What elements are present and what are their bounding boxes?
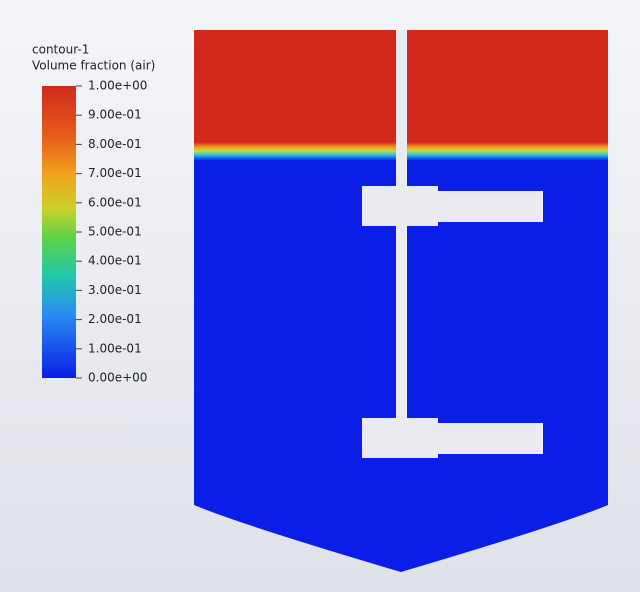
colorbar-label: 3.00e-01	[88, 283, 142, 297]
legend-subtitle: Volume fraction (air)	[32, 59, 155, 73]
colorbar	[42, 86, 76, 378]
colorbar-label: 9.00e-01	[88, 108, 142, 122]
colorbar-label: 8.00e-01	[88, 137, 142, 151]
colorbar-label: 1.00e+00	[88, 79, 147, 93]
colorbar-label: 0.00e+00	[88, 371, 147, 385]
colorbar-label: 2.00e-01	[88, 312, 142, 326]
upper-impeller	[362, 191, 543, 222]
colorbar-label: 4.00e-01	[88, 254, 142, 268]
colorbar-label: 5.00e-01	[88, 225, 142, 239]
shaft	[396, 30, 407, 425]
colorbar-label: 7.00e-01	[88, 166, 142, 180]
colorbar-label: 1.00e-01	[88, 341, 142, 355]
legend-title: contour-1	[32, 43, 89, 57]
colorbar-label: 6.00e-01	[88, 195, 142, 209]
lower-impeller	[362, 423, 543, 454]
